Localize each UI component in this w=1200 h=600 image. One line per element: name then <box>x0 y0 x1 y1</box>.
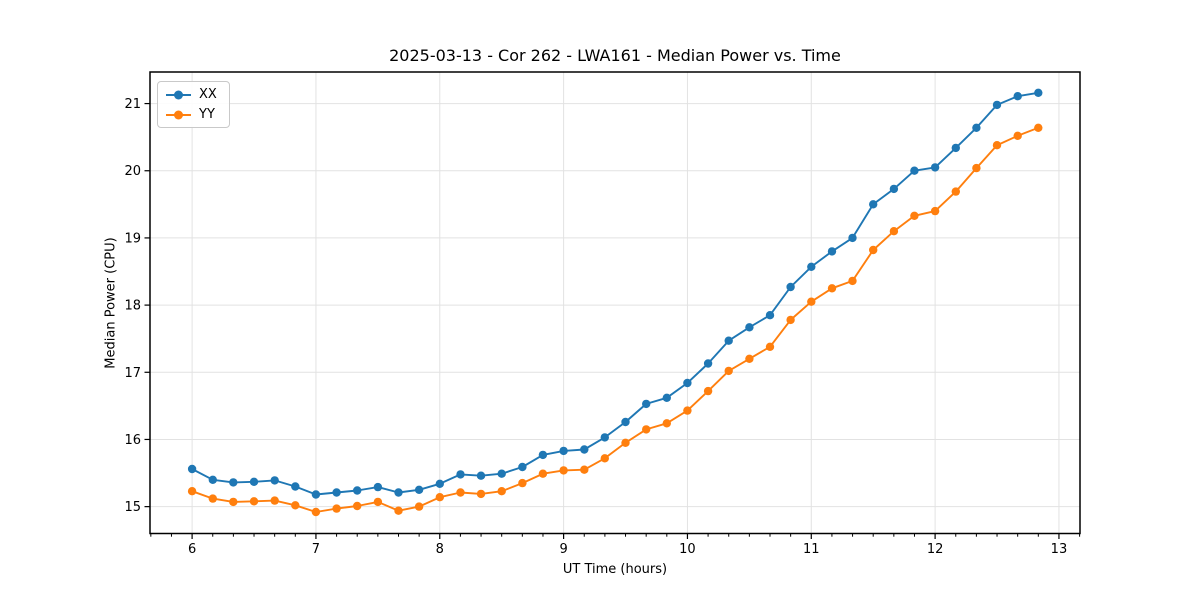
svg-text:6: 6 <box>188 542 196 557</box>
svg-text:7: 7 <box>312 542 320 557</box>
svg-text:10: 10 <box>679 542 696 557</box>
legend: XX YY <box>157 81 230 128</box>
svg-text:13: 13 <box>1051 542 1068 557</box>
svg-text:21: 21 <box>124 97 141 112</box>
svg-text:12: 12 <box>927 542 944 557</box>
legend-marker-yy <box>166 110 191 119</box>
svg-text:16: 16 <box>124 433 141 448</box>
svg-text:20: 20 <box>124 164 141 179</box>
chart-title: 2025-03-13 - Cor 262 - LWA161 - Median P… <box>389 46 841 65</box>
x-axis-label: UT Time (hours) <box>562 562 668 577</box>
legend-entry-yy: YY <box>165 106 217 123</box>
svg-text:19: 19 <box>124 231 141 246</box>
svg-text:11: 11 <box>803 542 820 557</box>
legend-label-xx: XX <box>199 87 217 102</box>
svg-text:9: 9 <box>559 542 567 557</box>
svg-text:8: 8 <box>436 542 444 557</box>
legend-marker-xx <box>166 90 191 99</box>
legend-label-yy: YY <box>199 107 215 122</box>
svg-text:15: 15 <box>124 500 141 515</box>
svg-text:18: 18 <box>124 299 141 314</box>
legend-entry-xx: XX <box>165 86 217 103</box>
svg-text:17: 17 <box>124 366 141 381</box>
